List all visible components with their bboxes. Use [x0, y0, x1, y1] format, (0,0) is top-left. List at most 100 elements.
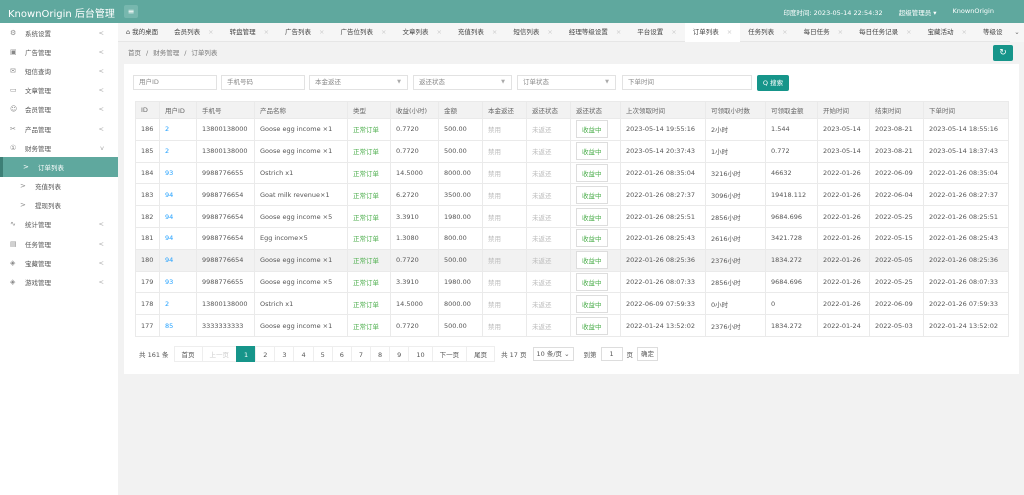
close-icon[interactable]: ×	[961, 28, 967, 36]
breadcrumb-item[interactable]: 首页	[128, 49, 141, 57]
tab[interactable]: 广告列表 ×	[277, 23, 332, 42]
page-button[interactable]: 1	[236, 346, 257, 362]
tab[interactable]: 等级设	[975, 23, 1011, 42]
sidebar-item[interactable]: ☺ 会员管理 <	[0, 100, 118, 119]
user-id-link[interactable]: 93	[165, 277, 174, 286]
close-icon[interactable]: ×	[263, 28, 270, 36]
sidebar-subitem[interactable]: > 充值列表	[0, 177, 118, 196]
status-badge[interactable]: 收益中	[576, 120, 608, 139]
close-icon[interactable]: ×	[491, 28, 498, 36]
user-id-link[interactable]: 94	[165, 256, 174, 265]
table-cell: 500.00	[438, 139, 483, 163]
tab[interactable]: 会员列表 ×	[166, 23, 221, 42]
table-cell: 2022-05-25	[869, 270, 924, 294]
sidebar-item[interactable]: ∿ 统计管理 <	[0, 215, 118, 234]
page-button[interactable]: 8	[370, 346, 391, 362]
sidebar-item[interactable]: ◈ 游戏管理 <	[0, 272, 118, 291]
tab[interactable]: 平台设置 ×	[629, 23, 684, 42]
user-id-link[interactable]: 85	[165, 321, 174, 330]
sidebar-item[interactable]: ◈ 宝藏管理 <	[0, 253, 118, 272]
status-badge[interactable]: 收益中	[576, 316, 608, 335]
page-button[interactable]: 10	[408, 346, 433, 362]
status-badge[interactable]: 收益中	[576, 185, 608, 204]
page-button[interactable]: 5	[312, 346, 333, 362]
page-button[interactable]: 6	[331, 346, 352, 362]
sidebar-item[interactable]: ✂ 产品管理 <	[0, 119, 118, 138]
sidebar-item[interactable]: ▭ 文章管理 <	[0, 81, 118, 100]
page-button[interactable]: 9	[389, 346, 410, 362]
sidebar-item[interactable]: ⚙ 系统设置 <	[0, 23, 118, 42]
phone-input[interactable]: 手机号码	[221, 75, 305, 90]
tab[interactable]: 订单列表 ×	[684, 23, 741, 42]
sidebar-item[interactable]: ✉ 短信查询 <	[0, 61, 118, 80]
status-badge[interactable]: 收益中	[576, 251, 608, 270]
prev-page-button[interactable]: 上一页	[201, 346, 238, 362]
tab[interactable]: 文章列表 ×	[394, 23, 449, 42]
tab[interactable]: 每日任务记录 ×	[851, 23, 919, 42]
user-id-link[interactable]: 93	[165, 168, 174, 177]
tab[interactable]: 转盘管理 ×	[222, 23, 277, 42]
principal-select[interactable]: 本金返还 ▼	[309, 75, 408, 90]
close-icon[interactable]: ×	[208, 28, 214, 36]
column-header: 下单时间	[923, 101, 1009, 119]
close-icon[interactable]: ×	[671, 28, 677, 36]
sidebar-subitem[interactable]: > 订单列表	[0, 157, 118, 177]
page-button[interactable]: 7	[350, 346, 372, 362]
sidebar-item[interactable]: ▤ 任务管理 <	[0, 234, 118, 253]
status-badge[interactable]: 收益中	[576, 142, 608, 161]
user-id-link[interactable]: 2	[165, 147, 170, 156]
page-button[interactable]: 2	[255, 346, 276, 362]
refund-status-select[interactable]: 返还状态 ▼	[413, 75, 512, 90]
close-icon[interactable]: ×	[319, 28, 325, 36]
status-badge[interactable]: 收益中	[576, 272, 608, 291]
user-id-link[interactable]: 94	[165, 190, 174, 199]
close-icon[interactable]: ×	[906, 28, 912, 36]
user-id-link[interactable]: 94	[165, 212, 174, 221]
tab[interactable]: 任务列表 ×	[740, 23, 795, 42]
first-page-button[interactable]: 首页	[173, 346, 203, 362]
tab[interactable]: 广告位列表 ×	[333, 23, 395, 42]
close-icon[interactable]: ×	[837, 28, 844, 36]
chevron-down-icon[interactable]: ⌄	[1010, 23, 1024, 42]
close-icon[interactable]: ×	[436, 28, 442, 36]
breadcrumb-item[interactable]: 财务管理	[153, 49, 180, 57]
user-id-link[interactable]: 2	[165, 125, 170, 134]
close-icon[interactable]: ×	[726, 28, 733, 36]
user-id-link[interactable]: 94	[165, 234, 174, 243]
user-menu[interactable]: 超级管理员 ▾	[898, 9, 937, 17]
sidebar-item[interactable]: ▣ 广告管理 <	[0, 42, 118, 61]
tab[interactable]: 短信列表 ×	[505, 23, 560, 42]
status-badge[interactable]: 收益中	[576, 229, 608, 248]
goto-page-input[interactable]: 1	[600, 347, 623, 361]
sidebar-item-label: 宝藏管理	[25, 259, 51, 268]
tab[interactable]: 经理等级设置 ×	[561, 23, 629, 42]
order-status-select[interactable]: 订单状态 ▼	[517, 75, 616, 90]
close-icon[interactable]: ×	[547, 28, 553, 36]
close-icon[interactable]: ×	[381, 28, 387, 36]
tab[interactable]: 宝藏活动 ×	[920, 23, 975, 42]
sidebar-item[interactable]: ① 财务管理 v	[0, 138, 118, 157]
close-icon[interactable]: ×	[782, 28, 788, 36]
sidebar-subitem[interactable]: > 提现列表	[0, 196, 118, 215]
status-badge[interactable]: 收益中	[576, 294, 608, 313]
next-page-button[interactable]: 下一页	[431, 346, 468, 362]
order-time-input[interactable]: 下单时间	[622, 75, 752, 90]
close-icon[interactable]: ×	[615, 28, 622, 36]
search-button[interactable]: Q 搜索	[757, 75, 789, 91]
status-badge[interactable]: 收益中	[576, 163, 608, 182]
status-badge[interactable]: 收益中	[576, 207, 608, 226]
goto-confirm-button[interactable]: 确定	[637, 347, 659, 361]
site-link[interactable]: KnownOrigin	[952, 7, 994, 15]
user-id-link[interactable]: 2	[165, 299, 170, 308]
tab[interactable]: ⌂ 我的桌面	[118, 23, 166, 42]
page-button[interactable]: 4	[293, 346, 314, 362]
tab[interactable]: 充值列表 ×	[450, 23, 505, 42]
last-page-button[interactable]: 尾页	[466, 346, 496, 362]
tab-label: 等级设	[982, 28, 1003, 36]
per-page-select[interactable]: 10 条/页 ⌄	[532, 347, 574, 361]
page-button[interactable]: 3	[274, 346, 295, 362]
refresh-button[interactable]: ↻	[993, 45, 1013, 61]
user-id-input[interactable]: 用户ID	[133, 75, 217, 90]
hamburger-icon[interactable]: ≡	[124, 5, 138, 18]
tab[interactable]: 每日任务 ×	[796, 23, 851, 42]
